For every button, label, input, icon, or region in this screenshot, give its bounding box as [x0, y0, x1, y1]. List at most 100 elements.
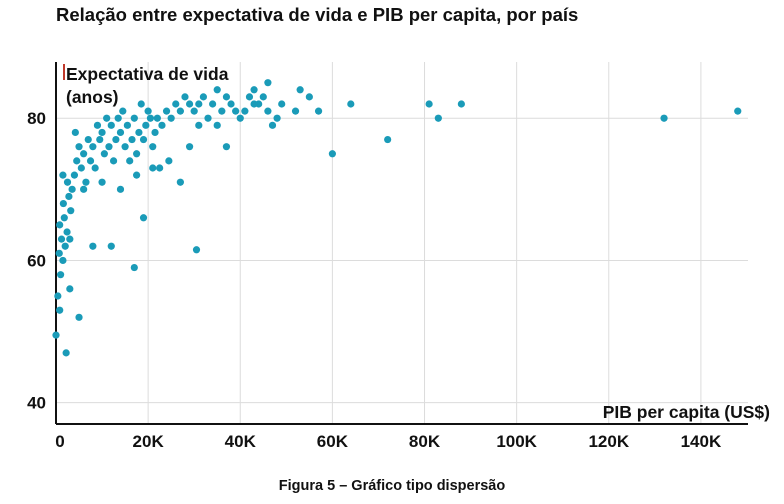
scatter-point [75, 143, 83, 151]
scatter-point [222, 93, 231, 101]
scatter-point [107, 121, 115, 129]
scatter-point [734, 107, 742, 115]
scatter-point [59, 171, 67, 179]
scatter-point [149, 164, 157, 172]
axes [55, 62, 748, 425]
x-tick-label: 80K [409, 432, 441, 451]
scatter-point [425, 100, 433, 108]
scatter-point [250, 86, 258, 94]
data-points [52, 79, 742, 357]
scatter-point [222, 143, 231, 151]
scatter-point [100, 150, 108, 158]
scatter-point [114, 114, 122, 122]
x-tick-label: 60K [317, 432, 349, 451]
x-tick-label: 0 [55, 432, 64, 451]
scatter-point [67, 207, 75, 215]
scatter-point [116, 128, 125, 137]
scatter-point [57, 271, 65, 279]
scatter-point [314, 107, 323, 115]
scatter-point [296, 86, 304, 94]
scatter-point [268, 121, 277, 129]
scatter-point [278, 100, 286, 108]
scatter-point [213, 121, 221, 129]
scatter-point [128, 135, 136, 144]
scatter-point [176, 178, 184, 186]
scatter-point [151, 128, 159, 137]
scatter-point [144, 107, 152, 115]
scatter-point [195, 100, 203, 108]
scatter-point [73, 157, 81, 165]
scatter-point [142, 121, 150, 129]
scatter-point [109, 157, 118, 165]
scatter-point [59, 199, 67, 208]
scatter-point [63, 178, 72, 186]
scatter-point [137, 100, 145, 108]
scatter-point [135, 128, 143, 137]
scatter-point [59, 256, 67, 265]
scatter-point [434, 114, 442, 122]
scatter-point [139, 214, 148, 222]
x-tick-label: 100K [496, 432, 537, 451]
tick-labels: 0 20K 40K 60K 80K 100K 120K 140K 40 60 80 [27, 109, 722, 451]
x-tick-label: 120K [588, 432, 629, 451]
scatter-point [84, 135, 92, 144]
scatter-point [61, 242, 69, 250]
scatter-point [146, 114, 155, 122]
scatter-point [130, 263, 138, 272]
x-tick-label: 20K [133, 432, 165, 451]
scatter-point [96, 135, 104, 144]
scatter-point [56, 306, 64, 314]
y-tick-label: 40 [27, 394, 46, 413]
x-tick-label: 40K [225, 432, 257, 451]
figure-caption: Figura 5 – Gráfico tipo dispersão [278, 478, 506, 494]
scatter-point [195, 121, 203, 129]
scatter-point [185, 143, 194, 151]
scatter-point [54, 292, 62, 300]
scatter-point [264, 107, 272, 115]
scatter-point [291, 107, 300, 115]
scatter-point [167, 114, 175, 122]
scatter-point [165, 157, 173, 165]
y-tick-label: 80 [27, 109, 46, 128]
scatter-point [62, 349, 70, 357]
scatter-point [181, 93, 189, 101]
scatter-point [63, 228, 71, 236]
y-axis-label-line1: Expectativa de vida [66, 64, 229, 84]
scatter-point [133, 171, 141, 179]
scatter-point [80, 185, 88, 193]
scatter-point [60, 214, 68, 222]
scatter-point [273, 114, 281, 122]
scatter-point [65, 192, 73, 201]
scatter-point [227, 100, 235, 108]
scatter-point [56, 221, 64, 229]
scatter-point [213, 86, 221, 94]
scatter-point [107, 242, 115, 250]
scatter-point [245, 93, 254, 101]
scatter-point [98, 178, 106, 186]
x-axis-label: PIB per capita (US$) [603, 402, 770, 422]
scatter-point [328, 150, 336, 158]
scatter-point [80, 150, 88, 158]
scatter-point [204, 114, 212, 122]
scatter-point [139, 135, 148, 144]
scatter-point [98, 128, 106, 137]
scatter-point [236, 114, 244, 122]
scatter-point [347, 100, 355, 108]
scatter-point [89, 242, 97, 250]
scatter-point [218, 107, 226, 115]
y-axis-label-line2: (anos) [66, 87, 119, 107]
scatter-point [149, 143, 157, 151]
scatter-point [57, 235, 66, 243]
scatter-point [52, 331, 60, 339]
scatter-point [190, 107, 198, 115]
scatter-point [241, 107, 249, 115]
scatter-point [156, 164, 164, 172]
scatter-point [123, 121, 131, 129]
scatter-point [185, 100, 194, 108]
scatter-point [112, 135, 120, 144]
scatter-point [70, 171, 79, 179]
scatter-point [93, 121, 102, 129]
grid-lines [56, 62, 748, 424]
x-tick-label: 140K [681, 432, 722, 451]
